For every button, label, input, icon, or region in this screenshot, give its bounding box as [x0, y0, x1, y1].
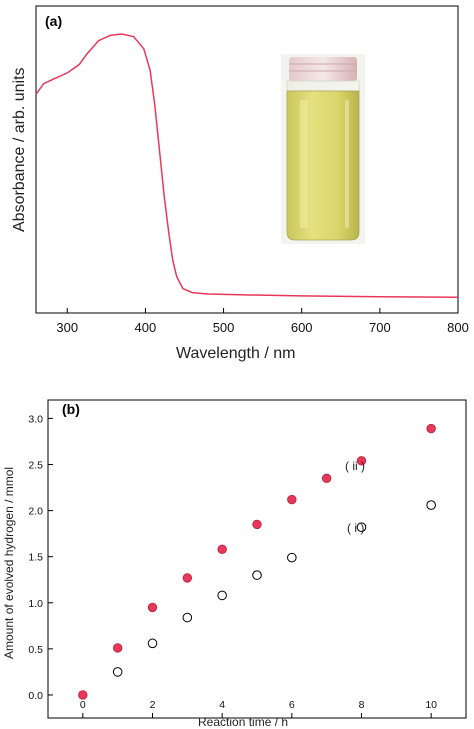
absorbance-curve: [35, 33, 459, 298]
panel-a-xlabel: Wavelength / nm: [176, 345, 295, 362]
series-i-point: [182, 612, 193, 623]
series-i-point: [147, 638, 158, 649]
panel-b-x-tick-label: 8: [359, 699, 365, 711]
series-ii-point: [147, 602, 158, 613]
panel-a-ylabel: Absorbance / arb. units: [11, 67, 28, 232]
series-ii-point: [321, 473, 332, 484]
panel-b-ylabel: Amount of evolved hydrogen / mmol: [2, 467, 16, 659]
series-i-point: [112, 667, 123, 677]
panel-a-x-ticks: 300 400 500 600 700 800: [56, 308, 469, 335]
inset-vial-photo: [281, 54, 365, 244]
panel-b-y-tick-label: 0.5: [28, 644, 43, 656]
panel-a-x-tick-label: 400: [135, 320, 157, 335]
series-ii-point: [356, 456, 367, 466]
panel-b-ticks: 0 2 4 6 8 10 0.0 0.5 1.0 1.5 2.0 2.5 3.0: [28, 413, 437, 718]
series-ii-point: [78, 690, 88, 700]
series-ii-point: [112, 643, 123, 653]
panel-a-x-tick-label: 300: [56, 320, 78, 335]
panel-b-y-tick-label: 1.0: [28, 598, 43, 610]
series-ii-point: [287, 494, 297, 505]
series-i-point: [356, 522, 367, 533]
series-ii-point: [426, 423, 436, 434]
panel-b-y-tick-label: 1.5: [28, 552, 43, 564]
panel-b-x-tick-label: 2: [150, 699, 156, 711]
panel-a-x-tick-label: 700: [369, 320, 391, 335]
vial-cap: [289, 57, 357, 81]
panel-b-x-tick-label: 10: [425, 699, 437, 711]
panel-b-x-tick-label: 4: [219, 699, 225, 711]
series-ii-point: [252, 519, 262, 530]
panel-a: (a) Absorbance / arb. units Wavelength /…: [11, 5, 469, 362]
series-i-point: [287, 552, 297, 563]
panel-a-x-tick-label: 500: [213, 320, 235, 335]
panel-b: (b) Amount of evolved hydrogen / mmol Re…: [2, 399, 467, 729]
series-i-point: [217, 590, 227, 601]
panel-b-xlabel: Reaction time / h: [198, 715, 288, 729]
series-ii-point: [182, 573, 193, 583]
panel-b-frame: [47, 399, 467, 719]
series-i-point: [252, 570, 262, 580]
panel-a-x-tick-label: 600: [291, 320, 313, 335]
panel-b-y-tick-label: 0.0: [28, 690, 43, 702]
series-label-ii: ( ii ): [345, 459, 365, 473]
panel-a-frame: [35, 5, 459, 314]
panel-a-label: (a): [45, 13, 62, 29]
panel-b-y-tick-label: 2.0: [28, 506, 43, 518]
panel-a-x-tick-label: 800: [447, 320, 469, 335]
series-ii-point: [217, 544, 227, 555]
panel-b-y-tick-label: 3.0: [28, 413, 43, 425]
panel-b-points: [78, 423, 436, 700]
panel-b-y-tick-label: 2.5: [28, 460, 43, 472]
series-i-point: [426, 500, 436, 510]
panel-b-label: (b): [62, 401, 80, 417]
panel-b-x-tick-label: 0: [80, 699, 86, 711]
vial-neck: [286, 80, 360, 92]
series-label-i: ( i ): [347, 521, 364, 535]
panel-b-x-tick-label: 6: [289, 699, 295, 711]
